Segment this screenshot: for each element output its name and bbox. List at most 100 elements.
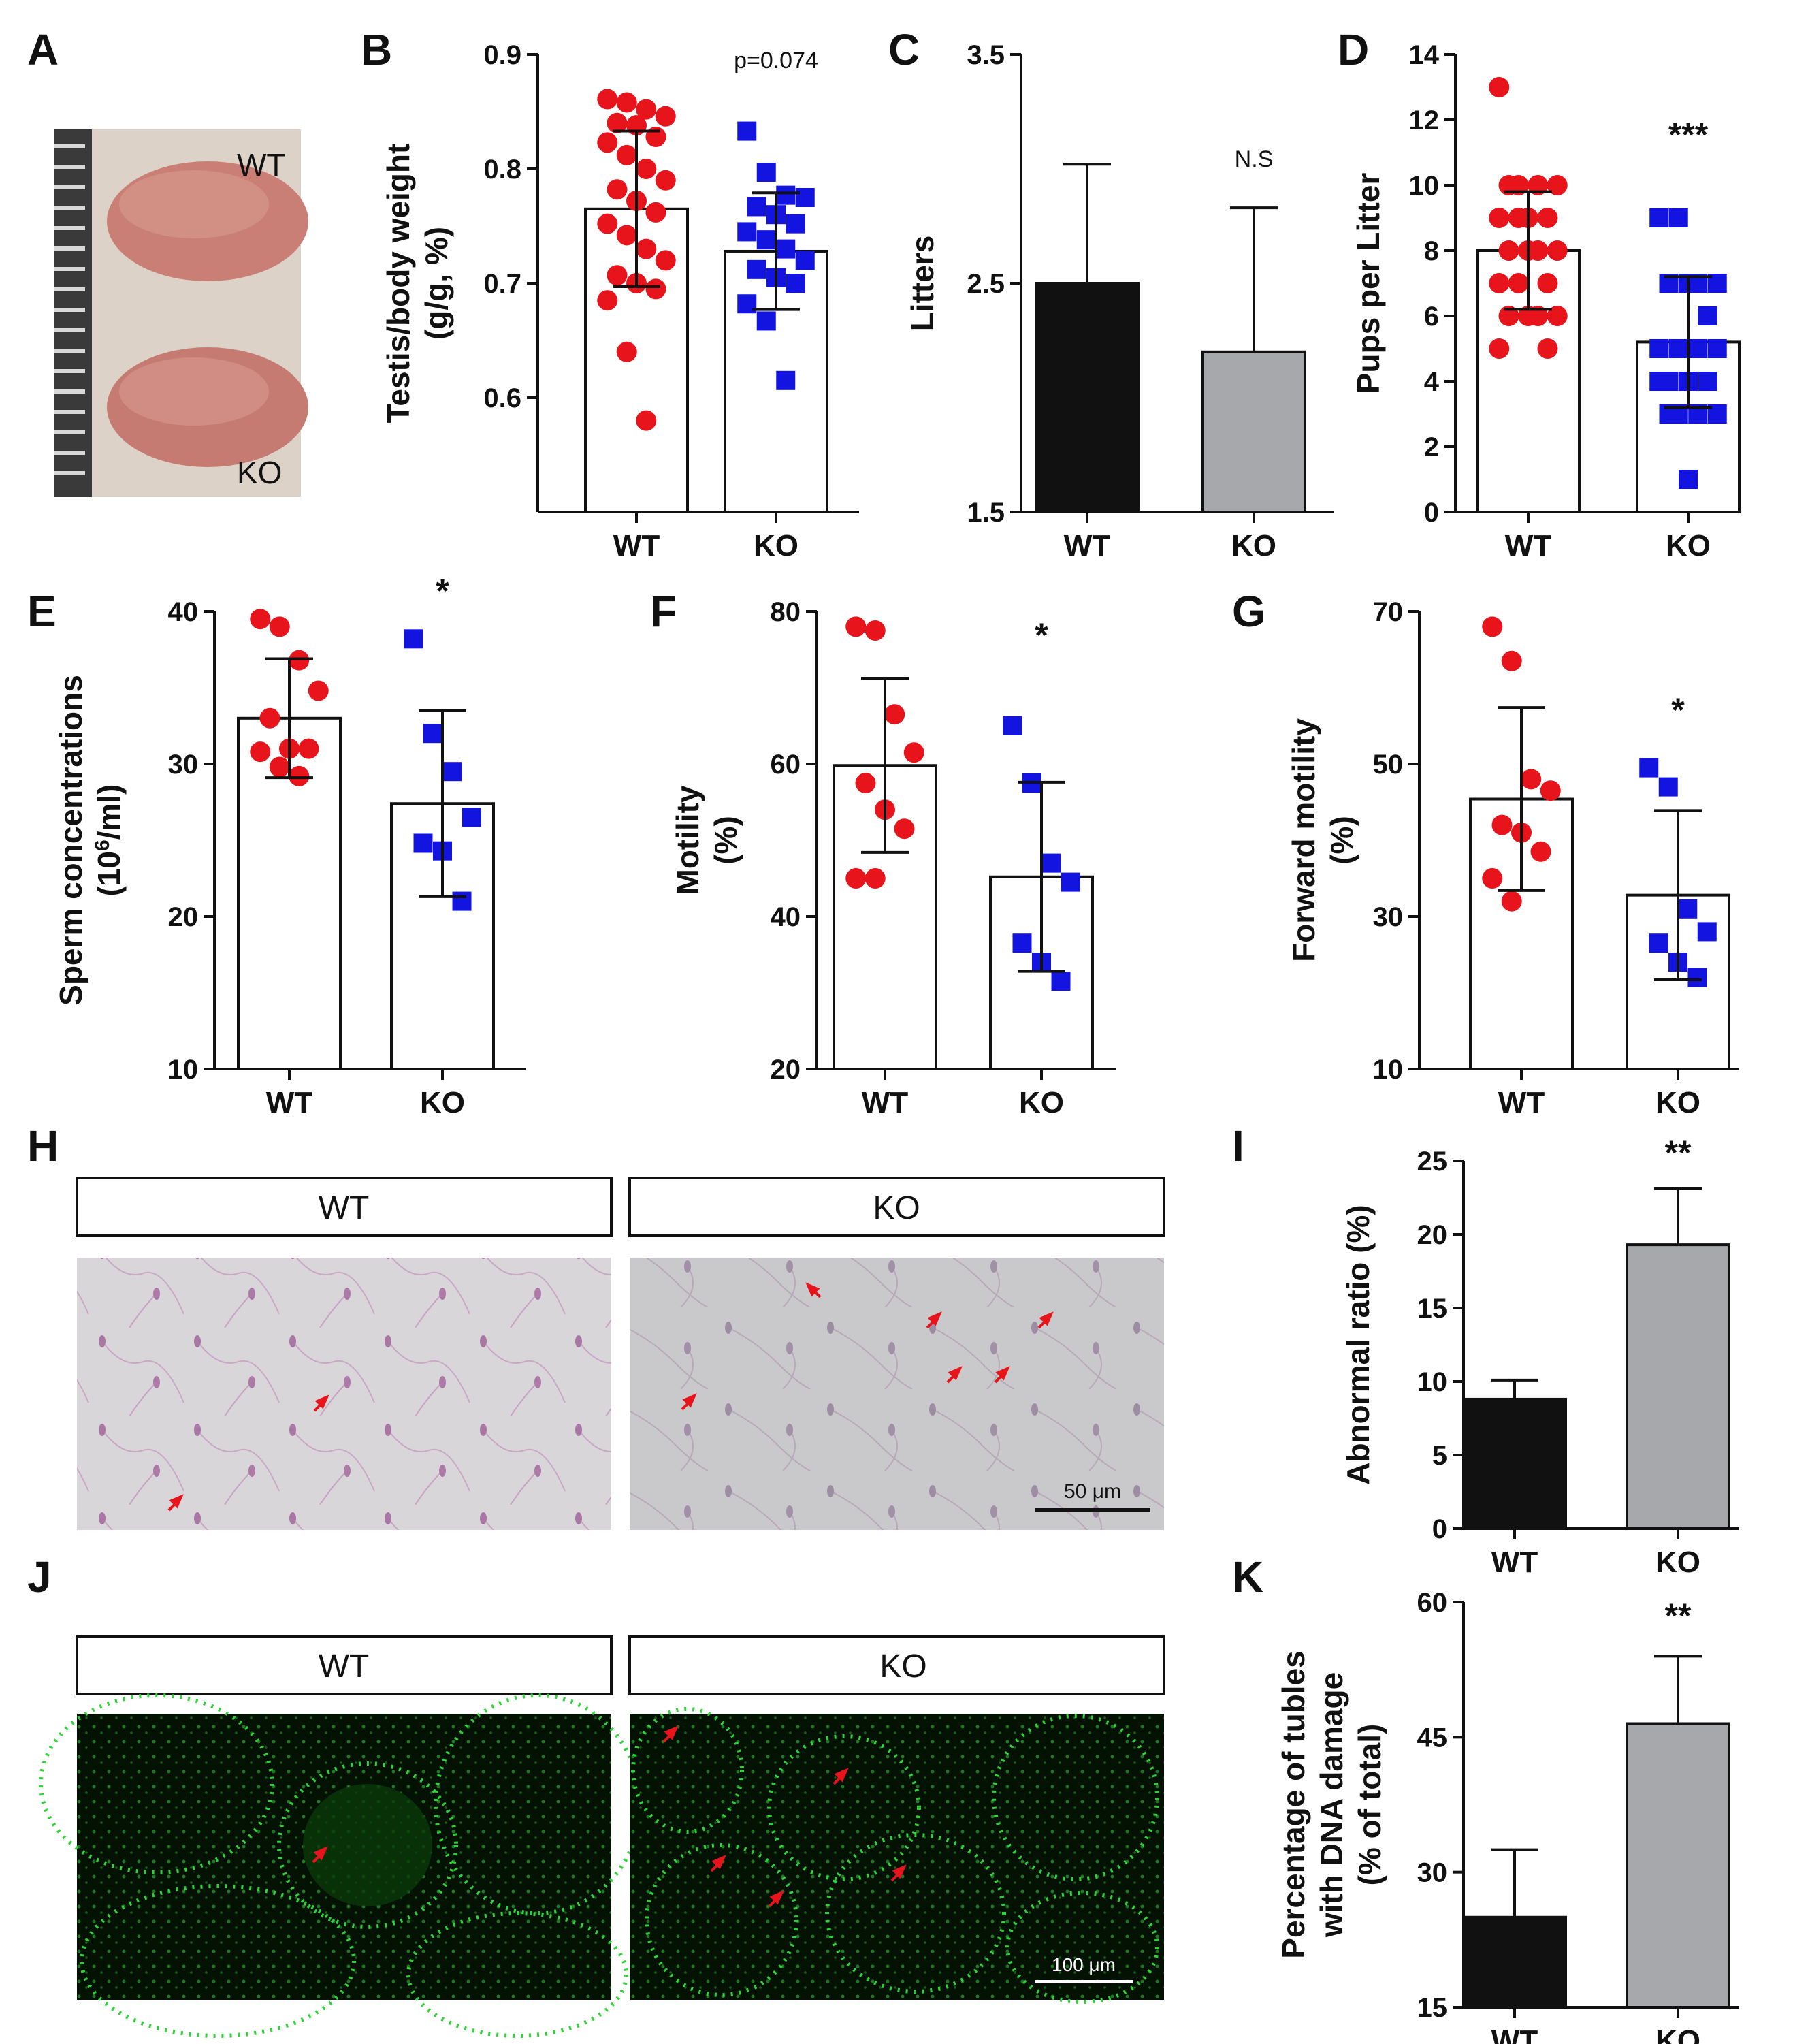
- y-tick-label-b: 0.9: [483, 40, 521, 70]
- point-wt-g: [1530, 841, 1551, 862]
- y-axis-label-f: Motility: [670, 785, 705, 895]
- y-axis-label-c: Litters: [905, 236, 940, 332]
- point-wt-b: [655, 170, 676, 191]
- y-tick-label-d: 10: [1409, 171, 1440, 201]
- panel-letter-e: E: [27, 587, 56, 636]
- x-tick-label-k: KO: [1655, 2024, 1700, 2044]
- point-wt-d: [1537, 338, 1558, 359]
- point-wt-e: [250, 609, 271, 630]
- x-tick-label-i: WT: [1491, 1546, 1538, 1579]
- point-wt-b: [616, 225, 637, 246]
- y-tick-label-k: 30: [1417, 1858, 1448, 1888]
- x-tick-label-g: WT: [1498, 1086, 1545, 1119]
- y-tick-label-d: 0: [1424, 498, 1439, 528]
- point-ko-b: [756, 230, 776, 250]
- point-wt-e: [289, 765, 310, 786]
- header-ko-h: KO: [873, 1190, 920, 1226]
- point-ko-g: [1687, 968, 1707, 987]
- y-tick-label-b: 0.7: [483, 269, 521, 299]
- panel-letter-a: A: [27, 25, 59, 74]
- y-tick-label-f: 40: [771, 902, 801, 932]
- point-wt-f: [894, 818, 915, 840]
- point-ko-g: [1658, 777, 1678, 797]
- point-ko-d: [1707, 339, 1727, 358]
- point-wt-g: [1482, 868, 1503, 889]
- point-wt-d: [1489, 338, 1510, 359]
- significance-label-i: **: [1665, 1134, 1692, 1172]
- point-ko-d: [1679, 470, 1698, 489]
- photo-label-wt: WT: [237, 147, 286, 182]
- point-wt-b: [597, 132, 618, 153]
- chart-c: C 1.5 2.5 3.5 WT KO Litters N.S: [888, 25, 1334, 562]
- header-box-ko-h: [628, 1177, 1165, 1237]
- point-wt-d: [1547, 306, 1568, 326]
- sperm-image-ko: [630, 1258, 1164, 1530]
- panel-letter-i: I: [1232, 1121, 1244, 1170]
- point-ko-e: [452, 891, 472, 911]
- y-tick-label-i: 0: [1432, 1514, 1447, 1544]
- y-axis-label-e: Sperm concentrations: [53, 675, 88, 1006]
- scalebar-h: [1035, 1508, 1150, 1512]
- point-ko-b: [786, 214, 805, 234]
- scalebar-j: [1035, 1980, 1133, 1983]
- point-wt-f: [865, 620, 886, 641]
- point-wt-d: [1498, 175, 1519, 195]
- point-wt-d: [1518, 306, 1538, 326]
- point-ko-d: [1688, 339, 1708, 358]
- panel-letter-c: C: [888, 25, 920, 74]
- sperm-image-wt: [77, 1258, 611, 1530]
- y-tick-label-c: 2.5: [967, 269, 1005, 299]
- y-tick-label-e: 10: [168, 1055, 199, 1085]
- point-wt-d: [1537, 208, 1558, 228]
- chart-i: I 0 5 10 15 20 25 WT KO Abnormal ratio (%) **: [1232, 1121, 1739, 1579]
- header-box-ko-j: [628, 1635, 1165, 1695]
- y-tick-label-d: 8: [1424, 236, 1439, 266]
- panel-letter-k: K: [1232, 1552, 1263, 1601]
- point-wt-d: [1537, 273, 1558, 293]
- point-wt-f: [845, 616, 867, 637]
- point-wt-d: [1498, 240, 1519, 261]
- panel-letter-h: H: [27, 1121, 59, 1170]
- point-wt-b: [636, 238, 657, 259]
- significance-label-d: ***: [1668, 116, 1709, 154]
- y-axis-label-g: (%): [1324, 816, 1359, 865]
- y-axis-label-k: (% of total): [1352, 1724, 1387, 1886]
- x-tick-label-f: KO: [1019, 1086, 1064, 1119]
- panel-letter-g: G: [1232, 587, 1266, 636]
- bar-wt-k: [1462, 1915, 1567, 2009]
- point-wt-d: [1508, 273, 1529, 293]
- header-wt-j: WT: [319, 1648, 370, 1684]
- y-tick-label-k: 45: [1417, 1723, 1448, 1753]
- x-tick-label-b: WT: [613, 529, 660, 562]
- point-ko-e: [423, 724, 442, 744]
- point-ko-g: [1678, 899, 1698, 919]
- point-ko-e: [442, 762, 462, 782]
- point-wt-b: [645, 202, 666, 223]
- point-wt-b: [607, 179, 628, 200]
- x-tick-label-g: KO: [1655, 1086, 1700, 1119]
- point-wt-b: [645, 126, 666, 147]
- point-wt-b: [636, 99, 657, 120]
- y-tick-label-d: 14: [1409, 40, 1440, 70]
- y-tick-label-i: 25: [1417, 1147, 1448, 1177]
- significance-label-f: *: [1035, 616, 1048, 654]
- header-box-wt-j: [76, 1635, 613, 1695]
- point-ko-b: [776, 239, 796, 259]
- y-tick-label-b: 0.8: [483, 155, 521, 185]
- point-wt-e: [298, 738, 319, 759]
- x-tick-label-e: WT: [266, 1086, 313, 1119]
- point-wt-f: [855, 773, 876, 793]
- point-wt-b: [597, 89, 618, 110]
- point-ko-f: [1012, 933, 1032, 953]
- point-ko-d: [1698, 306, 1717, 325]
- y-tick-label-e: 30: [168, 750, 199, 780]
- point-ko-b: [795, 188, 815, 207]
- x-tick-label-d: WT: [1505, 529, 1552, 562]
- point-ko-e: [462, 808, 481, 827]
- abnormal-arrows-h: [167, 1282, 1054, 1512]
- y-tick-label-e: 20: [168, 902, 199, 932]
- point-ko-d: [1649, 339, 1669, 358]
- point-ko-e: [404, 629, 423, 649]
- significance-label-g: *: [1671, 691, 1685, 729]
- point-wt-d: [1489, 208, 1510, 228]
